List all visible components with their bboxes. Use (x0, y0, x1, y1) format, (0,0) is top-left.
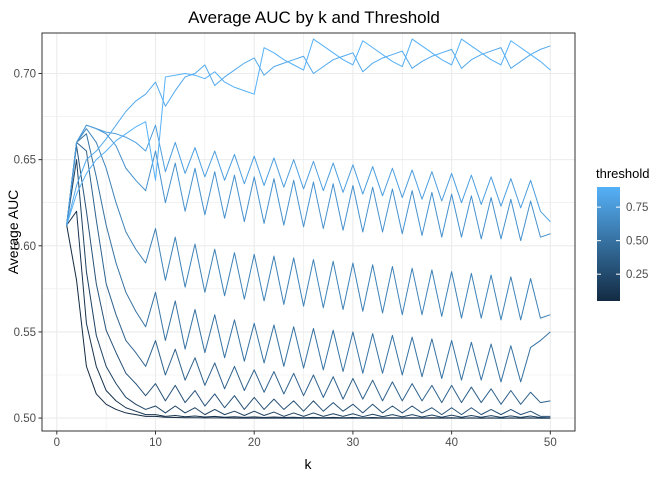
panel-background (42, 33, 575, 431)
x-tick-label: 50 (544, 437, 557, 449)
x-axis: 0 10 20 30 40 50 (54, 431, 557, 449)
legend-tick-label: 0.25 (626, 269, 648, 281)
series-lines (66, 38, 551, 419)
minor-gridlines (42, 33, 575, 431)
y-axis-title: Average AUC (5, 190, 21, 275)
legend-ticks: 0.25 0.50 0.75 (597, 202, 648, 281)
y-tick-label: 0.65 (14, 155, 36, 167)
series-line (66, 124, 551, 226)
threshold-legend: threshold 0.25 0.50 0.75 (596, 166, 649, 301)
x-tick-label: 0 (54, 437, 60, 449)
y-axis: 0.50 0.55 0.60 0.65 0.70 (14, 68, 42, 425)
series-line (66, 124, 551, 242)
plot-panel (41, 32, 576, 432)
series-line (66, 210, 551, 419)
x-tick-label: 20 (248, 437, 261, 449)
y-tick-label: 0.70 (14, 68, 36, 80)
chart-title: Average AUC by k and Threshold (188, 8, 440, 27)
series-line (66, 133, 551, 383)
y-tick-label: 0.55 (14, 327, 36, 339)
series-line (66, 159, 551, 419)
panel-border (41, 32, 576, 432)
series-line (66, 141, 551, 405)
series-line (66, 128, 551, 321)
legend-tick-label: 0.50 (626, 236, 648, 248)
y-tick-label: 0.50 (14, 413, 36, 425)
series-line (66, 38, 551, 226)
legend-tick-label: 0.75 (626, 202, 648, 214)
legend-colorbar (597, 187, 620, 301)
legend-title: threshold (596, 166, 649, 181)
series-line (66, 145, 551, 417)
x-tick-label: 30 (347, 437, 360, 449)
y-tick-label: 0.60 (14, 241, 36, 253)
x-tick-label: 40 (445, 437, 458, 449)
x-axis-title: k (305, 456, 313, 472)
major-gridlines (42, 33, 575, 431)
x-tick-label: 10 (149, 437, 162, 449)
series-line (66, 45, 551, 226)
